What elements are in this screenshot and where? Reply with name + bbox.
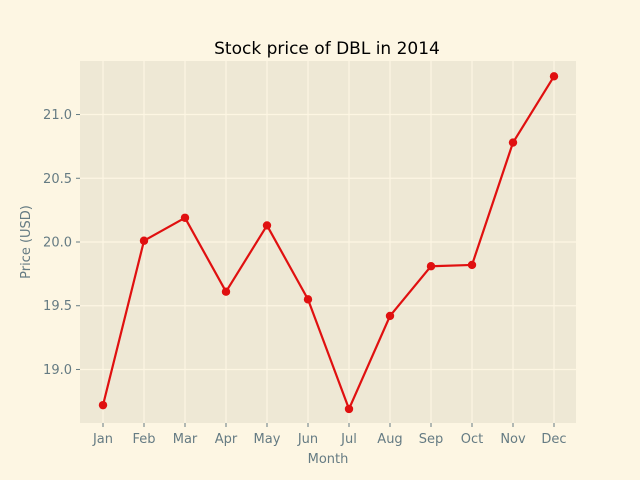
- series-layer: [98, 72, 559, 414]
- series-line: [101, 75, 555, 411]
- y-tick-label: 20.5: [43, 172, 72, 187]
- y-tick-label: 20.0: [43, 236, 72, 251]
- x-tick-label: Jul: [340, 432, 357, 447]
- chart-title: Stock price of DBL in 2014: [214, 39, 440, 59]
- grid-lines: [80, 61, 576, 423]
- data-point: [98, 400, 108, 410]
- y-tick-labels: 19.0 19.5 20.0 20.5 21.0: [43, 108, 80, 378]
- x-tick-label: Feb: [132, 432, 155, 447]
- x-tick-labels: Jan Feb Mar Apr May Jun Jul Aug Sep Oct Nov Dec: [92, 423, 567, 447]
- data-point: [426, 262, 436, 271]
- data-point: [221, 287, 231, 296]
- data-point: [139, 236, 149, 245]
- x-tick-label: Mar: [173, 432, 198, 447]
- y-tick-label: 19.0: [43, 363, 72, 378]
- data-point: [262, 221, 272, 230]
- data-point: [180, 213, 190, 222]
- x-tick-label: May: [254, 432, 281, 447]
- x-axis-label: Month: [308, 452, 349, 467]
- data-point: [344, 404, 354, 414]
- x-tick-label: Sep: [419, 432, 444, 447]
- data-point: [467, 260, 477, 270]
- data-point: [385, 311, 395, 321]
- x-tick-label: Oct: [461, 432, 483, 447]
- y-tick-label: 19.5: [43, 299, 72, 314]
- data-point: [303, 295, 313, 304]
- x-tick-label: Dec: [541, 432, 566, 447]
- data-point: [508, 138, 518, 147]
- x-tick-label: Nov: [500, 432, 526, 447]
- x-tick-label: Aug: [377, 432, 402, 447]
- y-tick-label: 21.0: [43, 108, 72, 123]
- y-axis-label: Price (USD): [19, 205, 34, 279]
- x-tick-label: Jan: [92, 432, 113, 447]
- x-tick-label: Jun: [297, 432, 318, 447]
- data-point: [549, 72, 559, 81]
- x-tick-label: Apr: [215, 432, 238, 447]
